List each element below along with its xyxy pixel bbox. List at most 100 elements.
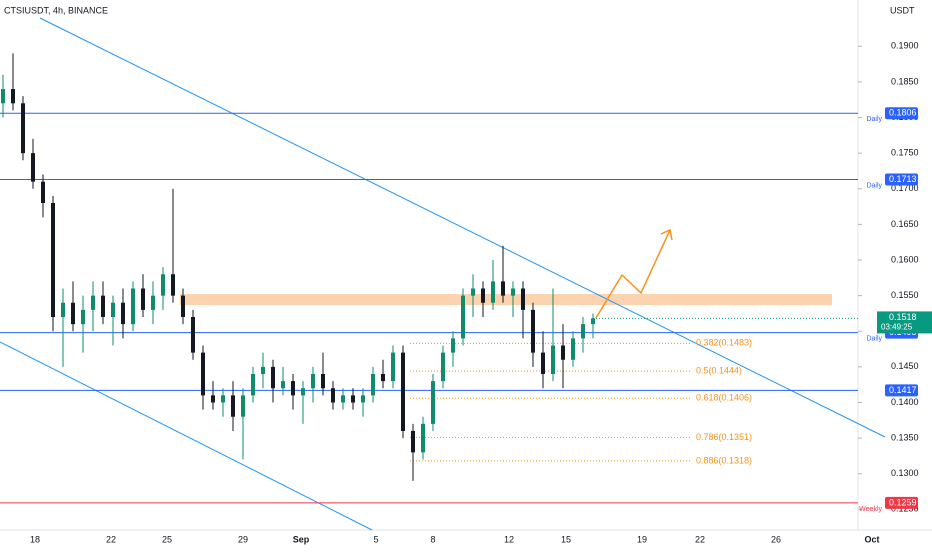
last-price-box — [877, 311, 932, 334]
candle-body — [401, 352, 405, 431]
fib-label: 0.886(0.1318) — [696, 455, 752, 465]
y-tick-label: 0.1900 — [891, 41, 919, 51]
candle-body — [281, 381, 285, 389]
candle-body — [261, 366, 265, 374]
candle-body — [431, 381, 435, 424]
fib-label: 0.5(0.1444) — [696, 366, 742, 376]
candle-body — [321, 373, 325, 389]
candle-body — [171, 274, 175, 296]
candle-body — [271, 366, 275, 389]
candle-body — [441, 352, 445, 382]
x-tick-label: 22 — [106, 534, 116, 544]
level-price-label: 0.1259 — [889, 497, 917, 507]
y-tick-label: 0.1550 — [891, 290, 919, 300]
candle-body — [591, 318, 595, 325]
candle-body — [211, 395, 215, 403]
x-tick-label: 18 — [30, 534, 40, 544]
channel-bottom — [0, 341, 373, 531]
candle-body — [521, 288, 525, 310]
countdown-label: 03:49:25 — [881, 323, 913, 332]
candle-body — [161, 274, 165, 296]
candle-body — [471, 288, 475, 296]
level-tag: Weekly — [859, 506, 882, 513]
level-price-label: 0.1806 — [889, 108, 917, 118]
fib-label: 0.382(0.1483) — [696, 338, 752, 348]
candle-body — [191, 317, 195, 353]
candle-body — [41, 181, 45, 204]
resistance-zone — [180, 294, 832, 305]
candle-body — [21, 103, 25, 154]
candle-body — [251, 373, 255, 396]
level-price-label: 0.1417 — [889, 385, 917, 395]
y-tick-label: 0.1300 — [891, 468, 919, 478]
x-tick-label: 29 — [238, 534, 248, 544]
x-tick-label: Sep — [293, 534, 310, 544]
candle-body — [391, 352, 395, 382]
candle-body — [541, 352, 545, 374]
candle-body — [371, 373, 375, 396]
level-price-box — [885, 496, 918, 509]
y-tick-label: 0.1450 — [891, 361, 919, 371]
candle-body — [111, 302, 115, 318]
candle-body — [341, 395, 345, 403]
candle-body — [411, 430, 415, 453]
candle-body — [461, 295, 465, 339]
level-price-box — [885, 384, 918, 397]
candle-body — [241, 395, 245, 417]
candle-body — [1, 89, 5, 104]
x-tick-label: 5 — [373, 534, 378, 544]
level-tag: Daily — [866, 116, 882, 123]
y-tick-label: 0.1850 — [891, 76, 919, 86]
x-tick-label: 19 — [637, 534, 647, 544]
candle-body — [221, 395, 225, 403]
fib-label: 0.786(0.1351) — [696, 432, 752, 442]
level-price-box — [885, 107, 918, 120]
level-price-label: 0.1713 — [889, 174, 917, 184]
candle-body — [331, 388, 335, 403]
candle-body — [351, 395, 355, 403]
y-tick-label: 0.1350 — [891, 432, 919, 442]
candle-body — [61, 302, 65, 318]
candle-body — [531, 309, 535, 353]
candle-body — [51, 203, 55, 318]
candle-body — [31, 153, 35, 182]
candle-body — [481, 288, 485, 303]
y-tick-label: 0.1700 — [891, 183, 919, 193]
candle-body — [71, 302, 75, 325]
candle-body — [231, 395, 235, 417]
level-price-box — [885, 173, 918, 186]
candle-body — [301, 388, 305, 396]
candle-body — [101, 295, 105, 318]
candle-body — [571, 338, 575, 360]
candle-body — [551, 345, 555, 374]
level-tag: Daily — [866, 336, 882, 343]
candle-body — [561, 345, 565, 360]
candle-body — [81, 309, 85, 325]
candle-body — [501, 281, 505, 296]
x-tick-label: 12 — [504, 534, 514, 544]
x-tick-label: 26 — [771, 534, 781, 544]
x-tick-label: 22 — [695, 534, 705, 544]
y-tick-label: 0.1600 — [891, 254, 919, 264]
candle-body — [421, 423, 425, 453]
candle-body — [291, 381, 295, 396]
candle-body — [311, 373, 315, 389]
symbol-title: CTSIUSDT, 4h, BINANCE — [4, 5, 108, 15]
x-tick-label: 15 — [561, 534, 571, 544]
candle-body — [131, 288, 135, 325]
candle-body — [361, 395, 365, 403]
last-price-label: 0.1518 — [889, 312, 917, 322]
level-tag: Daily — [866, 182, 882, 189]
candle-body — [451, 338, 455, 353]
x-tick-label: Oct — [864, 534, 879, 544]
candle-body — [121, 302, 125, 325]
fib-label: 0.618(0.1406) — [696, 393, 752, 403]
x-tick-label: 25 — [162, 534, 172, 544]
candle-body — [181, 295, 185, 318]
axis-unit: USDT — [890, 5, 915, 15]
arrow-head — [660, 228, 673, 241]
x-tick-label: 8 — [430, 534, 435, 544]
candle-body — [11, 89, 15, 104]
